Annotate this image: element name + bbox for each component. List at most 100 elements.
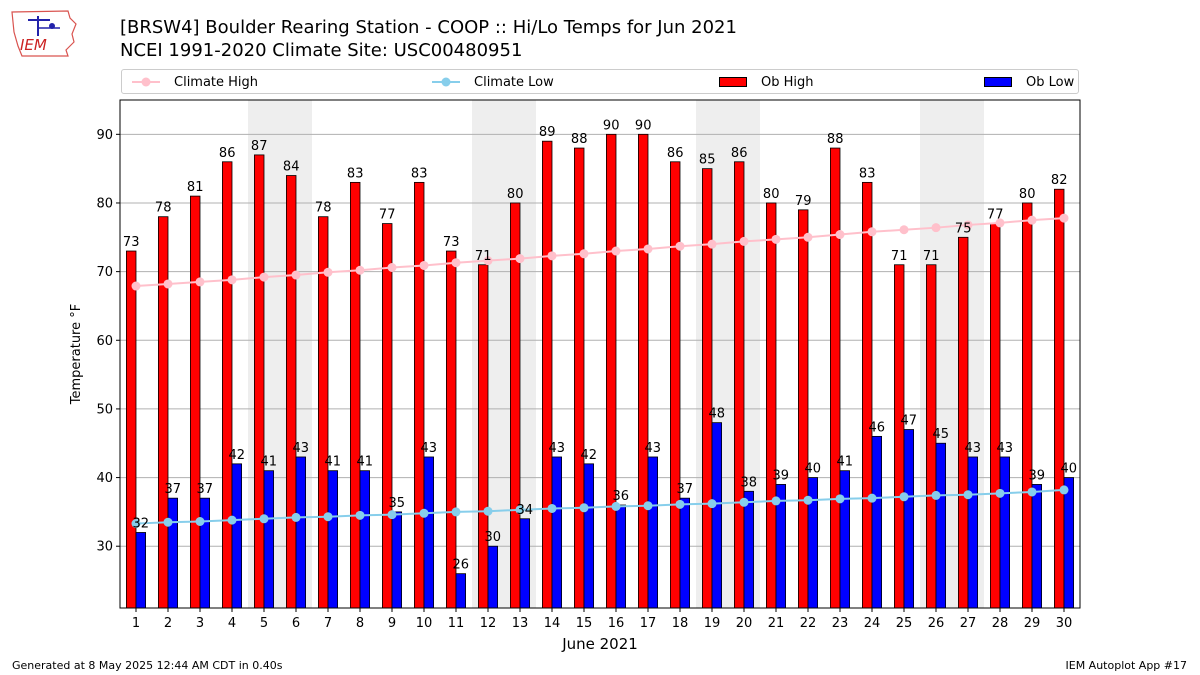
x-tick-label: 24	[864, 616, 881, 631]
x-tick-label: 27	[960, 616, 977, 631]
data-label-ob-low: 37	[197, 482, 214, 497]
legend-bar-swatch-icon	[719, 77, 747, 87]
climate-low-point	[131, 519, 141, 529]
legend-line-marker-icon	[132, 77, 160, 87]
data-label-ob-low: 42	[229, 448, 246, 463]
x-tick-label: 14	[544, 616, 561, 631]
y-tick-label: 80	[96, 196, 113, 211]
x-tick-label: 8	[356, 616, 364, 631]
data-label-ob-high: 77	[379, 208, 396, 223]
y-tick-label: 50	[96, 402, 113, 417]
climate-high-line	[135, 217, 1065, 288]
climate-high-point	[771, 234, 781, 244]
bar-ob-low	[647, 456, 659, 609]
climate-high-point	[611, 246, 621, 256]
data-label-ob-high: 80	[507, 187, 524, 202]
legend-bar-swatch-icon	[984, 77, 1012, 87]
data-label-ob-low: 34	[517, 503, 534, 518]
climate-low-point	[387, 510, 397, 520]
climate-high-point	[259, 272, 269, 282]
climate-high-point	[387, 263, 397, 273]
bar-ob-high	[253, 154, 265, 609]
climate-low-point	[195, 517, 205, 527]
data-label-ob-high: 79	[795, 194, 812, 209]
climate-low-point	[643, 501, 653, 511]
data-label-ob-high: 73	[443, 235, 460, 250]
bar-ob-high	[702, 168, 713, 609]
logo-text: IEM	[20, 36, 47, 54]
data-label-ob-high: 86	[219, 146, 236, 161]
climate-high-point	[163, 279, 173, 289]
data-label-ob-high: 71	[475, 249, 492, 264]
x-tick-label: 15	[576, 616, 593, 631]
bar-ob-high	[894, 264, 905, 609]
data-label-ob-low: 40	[805, 462, 822, 477]
legend-label-climate-low: Climate Low	[474, 74, 554, 90]
bar-ob-low	[519, 518, 531, 609]
data-label-ob-low: 40	[1061, 462, 1078, 477]
y-gridlines	[120, 133, 1080, 547]
data-label-ob-low: 46	[869, 420, 886, 435]
bar-ob-low	[455, 573, 467, 609]
bar-ob-low	[967, 456, 979, 609]
climate-low-point	[867, 493, 877, 503]
bar-ob-high	[830, 147, 841, 609]
bar-ob-high	[221, 161, 233, 609]
bar-ob-low	[583, 463, 595, 609]
bar-ob-low	[903, 429, 915, 609]
x-tick-label: 25	[896, 616, 913, 631]
bar-ob-high	[766, 202, 777, 609]
data-label-ob-low: 37	[165, 482, 182, 497]
bar-ob-low	[231, 463, 243, 609]
x-tick-label: 13	[512, 616, 529, 631]
data-label-ob-high: 82	[1051, 173, 1068, 188]
data-label-ob-low: 37	[677, 482, 694, 497]
data-label-ob-high: 78	[315, 201, 332, 216]
x-axis-label: June 2021	[561, 635, 638, 653]
bars-layer	[126, 133, 1075, 609]
legend-label-climate-high: Climate High	[174, 74, 259, 90]
bar-ob-low	[295, 456, 307, 609]
climate-low-point	[163, 517, 173, 527]
data-label-ob-low: 36	[613, 489, 630, 504]
y-tick-label: 30	[96, 540, 113, 555]
y-axis-label: Temperature °F	[69, 304, 84, 405]
bar-ob-low	[743, 490, 755, 609]
data-label-ob-low: 43	[997, 441, 1014, 456]
bar-ob-low	[487, 545, 499, 609]
bar-ob-high	[798, 209, 809, 609]
x-tick-label: 5	[260, 616, 268, 631]
bar-ob-low	[135, 532, 147, 609]
data-label-ob-low: 41	[357, 455, 374, 470]
x-tick-label: 9	[388, 616, 396, 631]
x-tick-label: 4	[228, 616, 236, 631]
bar-ob-high	[285, 175, 297, 609]
bar-ob-low	[199, 497, 211, 609]
climate-high-point	[355, 265, 365, 275]
legend-item-climate-low: Climate Low	[432, 73, 554, 91]
data-label-ob-high: 90	[603, 118, 620, 133]
bar-ob-low	[167, 497, 179, 609]
bar-ob-low	[679, 497, 691, 609]
x-tick-label: 28	[992, 616, 1009, 631]
x-tick-label: 30	[1056, 616, 1073, 631]
climate-low-point	[899, 492, 909, 502]
climate-low-point	[835, 494, 845, 504]
climate-high-point	[195, 277, 205, 287]
x-tick-label: 20	[736, 616, 753, 631]
bar-ob-low	[551, 456, 563, 609]
bar-ob-high	[189, 195, 201, 609]
bar-ob-low	[327, 470, 339, 609]
data-label-ob-high: 83	[347, 166, 364, 181]
bar-ob-high	[958, 236, 969, 609]
data-label-ob-low: 48	[709, 407, 726, 422]
data-label-ob-low: 42	[581, 448, 598, 463]
climate-high-point	[579, 249, 589, 259]
data-label-ob-high: 84	[283, 160, 300, 175]
data-label-ob-low: 26	[453, 558, 470, 573]
climate-high-point	[291, 270, 301, 280]
climate-low-point	[259, 514, 269, 524]
legend-label-ob-high: Ob High	[761, 74, 814, 90]
